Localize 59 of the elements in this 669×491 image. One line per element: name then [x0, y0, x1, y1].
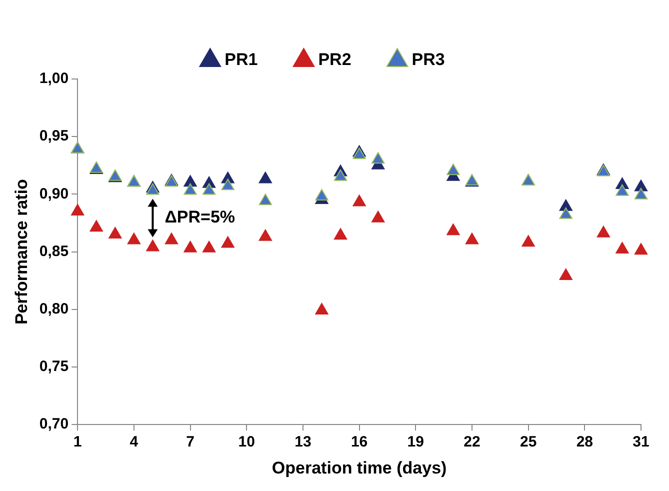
point [184, 240, 197, 252]
y-tick-label: 0,75 [39, 358, 69, 376]
point [334, 169, 348, 181]
point [202, 240, 216, 252]
point [221, 236, 234, 248]
point [108, 227, 122, 239]
x-tick-label: 4 [130, 434, 139, 451]
x-tick-label: 13 [294, 434, 312, 451]
annotation: ΔPR=5% [164, 208, 236, 227]
y-tick-label: 0,80 [39, 300, 69, 318]
point [164, 232, 178, 244]
x-tick-label: 16 [350, 434, 368, 451]
point [202, 183, 216, 195]
point [596, 226, 610, 238]
y-tick-label: 1,00 [39, 70, 69, 88]
point [559, 207, 572, 219]
point [616, 242, 629, 254]
point [258, 172, 272, 184]
y-tick-label: 0,95 [39, 128, 69, 145]
legend-label: PR3 [412, 50, 445, 70]
legend-label: PR2 [318, 50, 352, 70]
point [352, 148, 366, 160]
x-tick-label: 22 [464, 434, 480, 451]
point [334, 228, 348, 240]
y-tick-label: 0,90 [39, 185, 69, 202]
point [315, 189, 328, 201]
x-tick-label: 31 [632, 434, 650, 451]
point [90, 220, 103, 232]
point [616, 184, 629, 196]
point [146, 240, 160, 252]
point [71, 204, 84, 216]
point [522, 235, 535, 247]
point [184, 183, 197, 195]
x-tick-label: 25 [520, 434, 537, 451]
point [315, 303, 328, 315]
y-tick-label: 0,70 [39, 416, 69, 433]
y-tick-label: 0,85 [39, 242, 69, 260]
y-axis-title: Performance ratio [12, 179, 31, 325]
x-tick-label: 28 [576, 434, 594, 451]
point [221, 178, 234, 190]
point [465, 232, 479, 244]
point [634, 243, 648, 255]
point [634, 188, 648, 200]
point [559, 268, 572, 280]
point [446, 164, 460, 176]
x-axis-title: Operation time (days) [272, 458, 447, 478]
point [372, 210, 385, 222]
x-tick-label: 7 [186, 434, 194, 451]
legend-label: PR1 [224, 50, 258, 70]
point [372, 152, 385, 164]
point [258, 229, 272, 241]
x-tick-label: 1 [73, 434, 82, 451]
point [446, 224, 460, 236]
point [352, 194, 366, 206]
x-tick-label: 19 [407, 434, 424, 451]
point [127, 232, 140, 244]
point [258, 194, 272, 206]
x-tick-label: 10 [238, 434, 255, 451]
point [146, 183, 160, 195]
